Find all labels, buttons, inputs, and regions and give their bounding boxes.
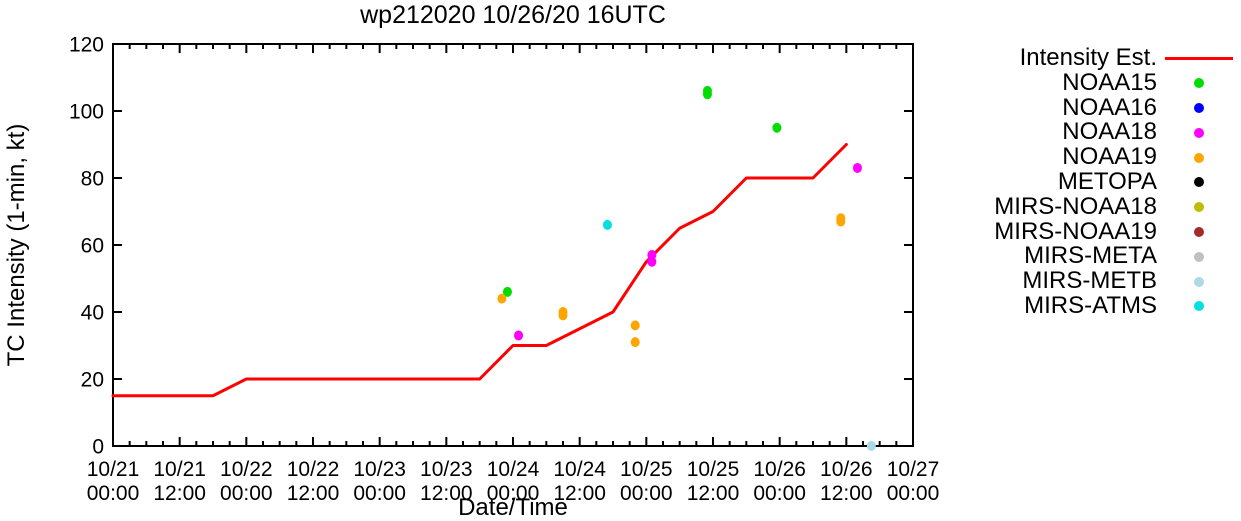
- legend-label: NOAA16: [1062, 93, 1157, 121]
- y-tick-label: 60: [81, 235, 104, 258]
- dot-swatch: [1193, 276, 1204, 287]
- legend-item-noaa15: NOAA15: [940, 68, 1240, 96]
- legend-marker-noaa16: [1157, 102, 1240, 113]
- x-tick-label: 10/22 00:00: [220, 458, 273, 505]
- x-tick-label: 10/25 00:00: [620, 458, 673, 505]
- legend-label: NOAA19: [1062, 143, 1157, 171]
- x-tick-label: 10/23 12:00: [420, 458, 473, 505]
- data-point-noaa15: [502, 286, 512, 297]
- data-point-mirs-atms: [602, 219, 612, 230]
- legend-marker-mirs-atms: [1157, 301, 1240, 312]
- legend-label: MIRS-NOAA19: [994, 217, 1157, 245]
- x-tick-label: 10/23 00:00: [353, 458, 406, 505]
- dot-swatch: [1193, 102, 1204, 113]
- x-tick-label: 10/22 12:00: [287, 458, 340, 505]
- data-point-noaa19: [558, 310, 568, 321]
- data-point-noaa18: [647, 256, 657, 267]
- legend-item-mirs-noaa18: MIRS-NOAA18: [940, 192, 1240, 220]
- dot-swatch: [1193, 202, 1204, 213]
- legend-label: MIRS-NOAA18: [994, 192, 1157, 220]
- legend-marker-intensity-est-: [1157, 56, 1240, 60]
- x-tick-label: 10/21 00:00: [87, 458, 140, 505]
- legend-item-mirs-meta: MIRS-META: [940, 244, 1240, 269]
- data-point-mirs-metb: [866, 441, 876, 451]
- legend-marker-noaa19: [1157, 152, 1240, 163]
- data-point-noaa18: [852, 162, 862, 173]
- legend-marker-metopa: [1157, 177, 1240, 188]
- legend-marker-mirs-metb: [1157, 276, 1240, 287]
- legend-label: MIRS-METB: [1022, 267, 1157, 295]
- data-point-noaa19: [836, 216, 846, 227]
- y-tick-label: 100: [69, 101, 104, 124]
- legend-label: METOPA: [1057, 167, 1157, 195]
- chart-title: wp212020 10/26/20 16UTC: [360, 1, 666, 29]
- x-tick-label: 10/26 00:00: [753, 458, 806, 505]
- x-axis-label: Date/Time: [458, 494, 568, 521]
- data-point-noaa18: [514, 330, 524, 341]
- x-tick-label: 10/27 00:00: [887, 458, 940, 505]
- x-tick-label: 10/24 00:00: [487, 458, 540, 505]
- y-tick-label: 20: [81, 369, 104, 392]
- y-tick-label: 40: [81, 302, 104, 325]
- legend-item-mirs-metb: MIRS-METB: [940, 267, 1240, 295]
- legend-label: Intensity Est.: [1019, 44, 1157, 71]
- dot-swatch: [1193, 127, 1204, 138]
- x-tick-label: 10/25 12:00: [687, 458, 740, 505]
- legend-marker-mirs-meta: [1157, 251, 1240, 262]
- legend-marker-noaa18: [1157, 127, 1240, 138]
- legend-label: MIRS-META: [1024, 242, 1157, 270]
- data-point-noaa19: [630, 337, 640, 348]
- legend-item-mirs-noaa19: MIRS-NOAA19: [940, 217, 1240, 245]
- legend-label: NOAA18: [1062, 118, 1157, 146]
- y-tick-label: 0: [92, 436, 104, 459]
- legend-label: MIRS-ATMS: [1024, 291, 1157, 319]
- legend-marker-mirs-noaa19: [1157, 226, 1240, 237]
- x-tick-label: 10/21 12:00: [153, 458, 206, 505]
- dot-swatch: [1193, 301, 1204, 312]
- dot-swatch: [1193, 152, 1204, 163]
- legend-item-metopa: METOPA: [940, 167, 1240, 195]
- data-point-noaa15: [772, 122, 782, 133]
- legend-item-noaa16: NOAA16: [940, 93, 1240, 121]
- x-tick-label: 10/24 12:00: [553, 458, 606, 505]
- y-tick-label: 120: [69, 34, 104, 57]
- intensity-line: [111, 143, 848, 398]
- legend: Intensity Est. NOAA15 NOAA16 NOAA18 NOAA19 ME…: [940, 44, 1240, 319]
- dot-swatch: [1193, 177, 1204, 188]
- dot-swatch: [1193, 78, 1204, 89]
- x-tick-label: 10/26 12:00: [820, 458, 873, 505]
- data-point-noaa15: [702, 89, 712, 100]
- legend-marker-noaa15: [1157, 78, 1240, 89]
- legend-item-mirs-atms: MIRS-ATMS: [940, 291, 1240, 319]
- legend-item-noaa19: NOAA19: [940, 143, 1240, 171]
- legend-label: NOAA15: [1062, 68, 1157, 96]
- data-point-noaa19: [630, 320, 640, 331]
- legend-item-noaa18: NOAA18: [940, 120, 1240, 145]
- legend-item-intensity-est-: Intensity Est.: [940, 44, 1240, 71]
- dot-swatch: [1193, 226, 1204, 237]
- legend-marker-mirs-noaa18: [1157, 202, 1240, 213]
- line-swatch: [1164, 56, 1233, 60]
- y-tick-label: 80: [81, 168, 104, 191]
- data-point-noaa19: [497, 293, 507, 304]
- dot-swatch: [1193, 251, 1204, 262]
